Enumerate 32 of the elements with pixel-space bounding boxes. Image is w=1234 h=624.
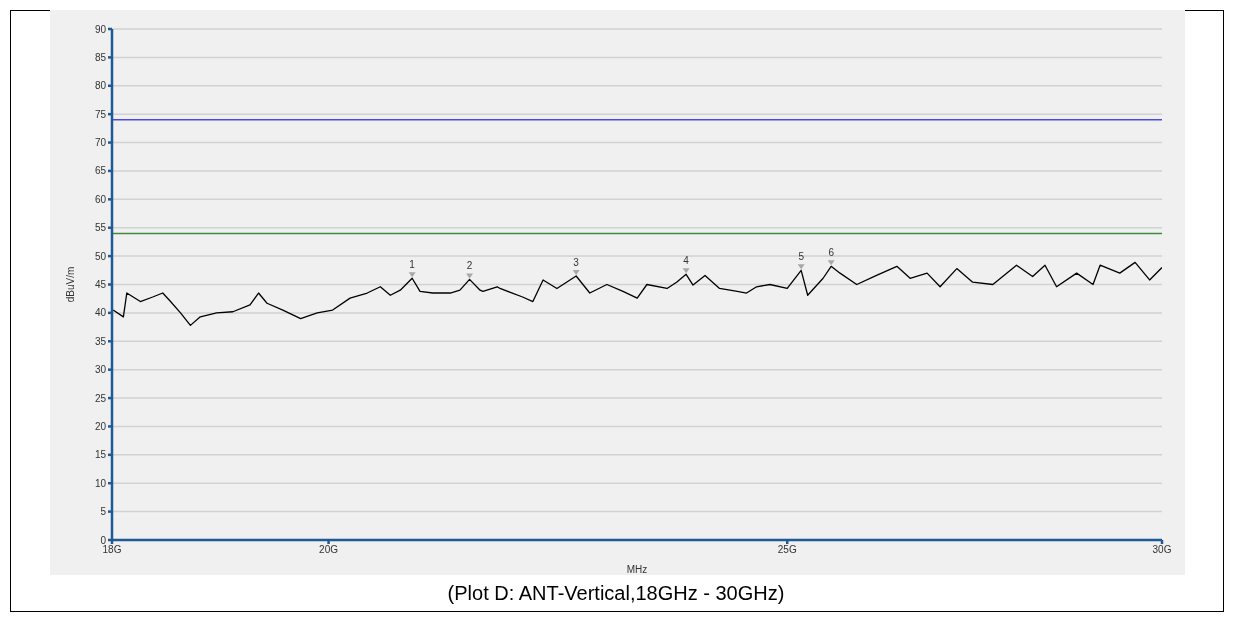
annotation: 2 bbox=[466, 260, 473, 272]
y-tick-label: 60 bbox=[94, 193, 107, 205]
y-tick-label: 50 bbox=[94, 250, 107, 262]
y-tick-label: 40 bbox=[94, 307, 107, 319]
annotation: 5 bbox=[798, 251, 805, 263]
annotation: 6 bbox=[828, 247, 835, 259]
y-tick-label: 30 bbox=[94, 364, 107, 376]
annotation: 1 bbox=[409, 259, 416, 271]
y-tick-label: 90 bbox=[94, 23, 107, 35]
annotation: 3 bbox=[573, 256, 580, 268]
y-tick-label: 85 bbox=[94, 51, 107, 63]
y-tick-label: 25 bbox=[94, 392, 107, 404]
y-tick-label: 55 bbox=[94, 222, 107, 234]
text: (Plot D: ANT-Vertical,18GHz - 30GHz) bbox=[446, 582, 786, 605]
y-tick-label: 20 bbox=[94, 420, 107, 432]
x-tick-label: 30G bbox=[1152, 544, 1172, 556]
y-axis-title: dBuV/m bbox=[64, 266, 76, 303]
y-tick-label: 45 bbox=[94, 279, 107, 291]
y-tick-label: 65 bbox=[94, 165, 107, 177]
y-tick-label: 10 bbox=[94, 477, 107, 489]
y-tick-label: 35 bbox=[94, 335, 107, 347]
x-axis-title: MHz bbox=[626, 564, 648, 575]
x-tick-label: 20G bbox=[319, 544, 339, 556]
y-tick-label: 75 bbox=[94, 108, 107, 120]
y-tick-label: 70 bbox=[94, 137, 107, 149]
y-tick-label: 0 bbox=[100, 534, 107, 546]
y-tick-label: 5 bbox=[100, 506, 107, 518]
y-tick-label: 15 bbox=[94, 449, 107, 461]
x-tick-label: 18G bbox=[102, 544, 122, 556]
annotation: 4 bbox=[683, 255, 690, 267]
y-tick-label: 80 bbox=[94, 80, 107, 92]
x-tick-label: 25G bbox=[777, 544, 797, 556]
